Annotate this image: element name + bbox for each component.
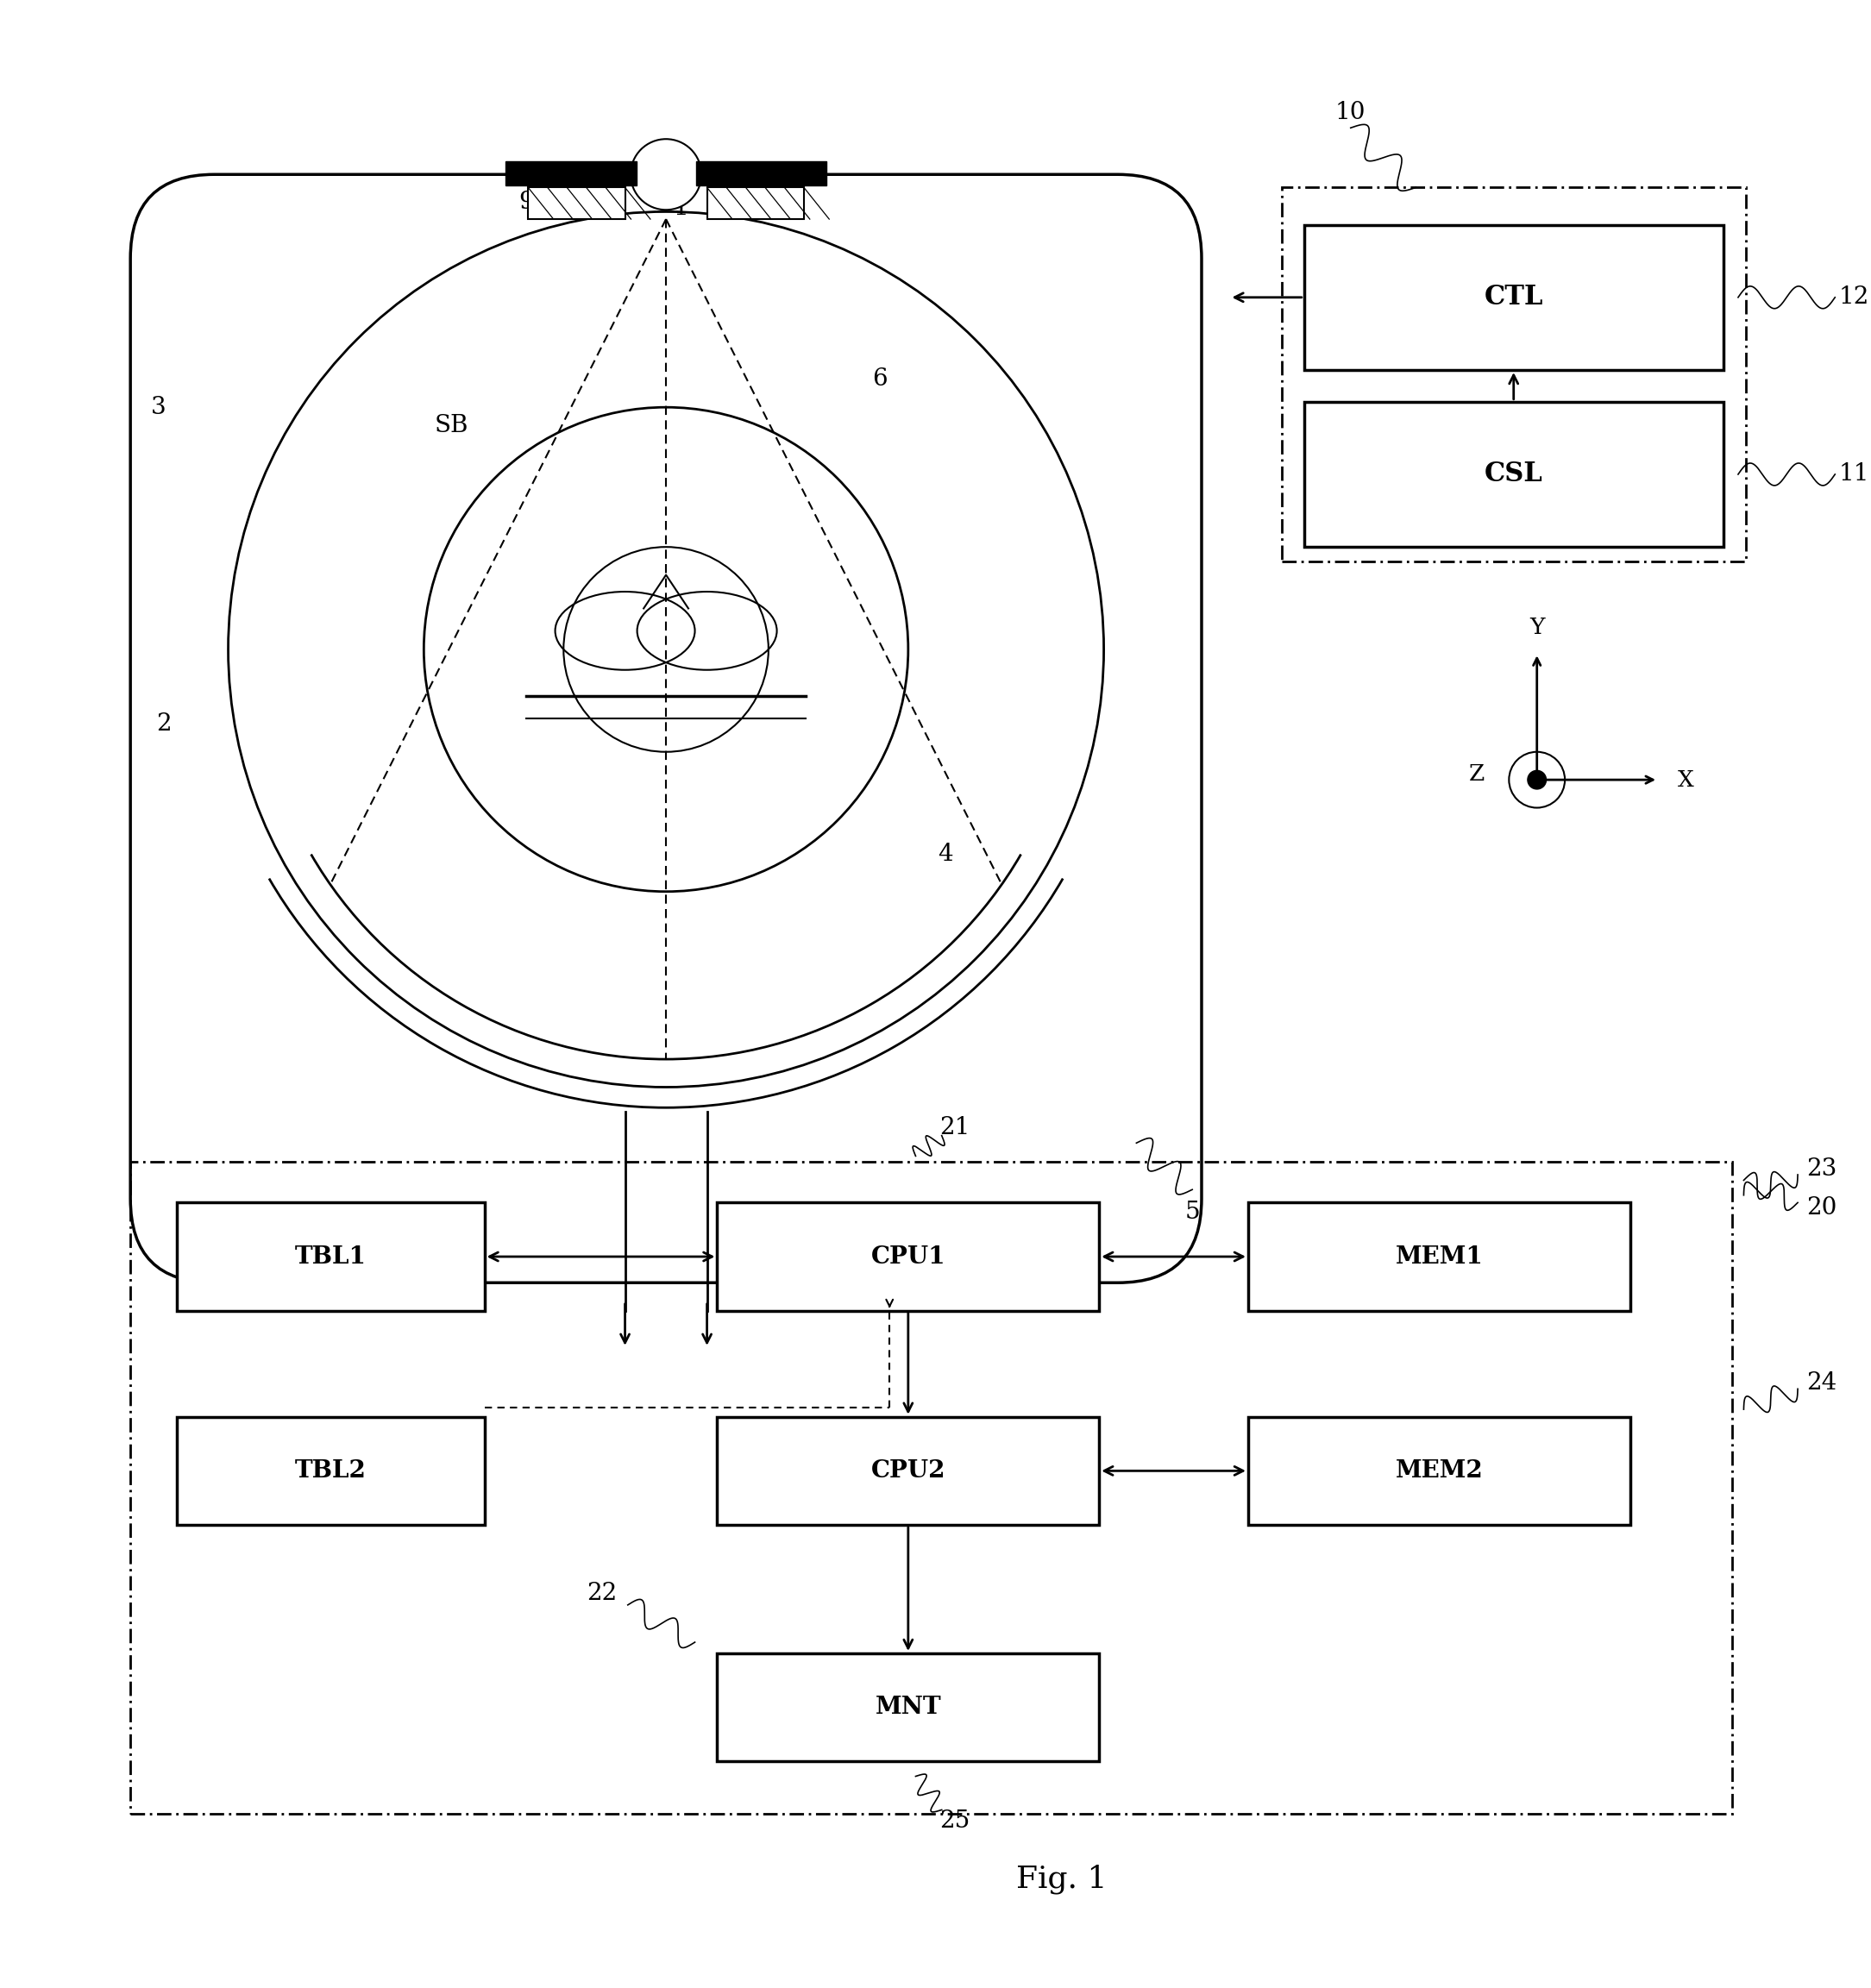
Text: 8: 8 bbox=[587, 191, 602, 215]
Bar bbox=[696, 161, 827, 185]
Text: CTL: CTL bbox=[1484, 284, 1544, 310]
FancyBboxPatch shape bbox=[131, 175, 1201, 1282]
Bar bbox=[1248, 1417, 1630, 1525]
Text: MEM1: MEM1 bbox=[1396, 1244, 1484, 1268]
Text: 20: 20 bbox=[1807, 1197, 1837, 1221]
Text: 10: 10 bbox=[1336, 101, 1366, 125]
Text: 11: 11 bbox=[1839, 463, 1869, 485]
Bar bbox=[717, 1654, 1098, 1761]
Text: CPU1: CPU1 bbox=[870, 1244, 945, 1268]
Bar bbox=[1282, 187, 1746, 563]
Text: 12: 12 bbox=[1839, 286, 1869, 308]
Text: SB: SB bbox=[434, 414, 470, 437]
Bar bbox=[131, 1161, 1733, 1813]
Text: 2: 2 bbox=[157, 712, 172, 736]
Bar bbox=[1248, 1203, 1630, 1310]
Text: MEM2: MEM2 bbox=[1396, 1459, 1484, 1483]
Bar bbox=[178, 1203, 485, 1310]
Text: MNT: MNT bbox=[876, 1696, 941, 1720]
Text: Fig. 1: Fig. 1 bbox=[1016, 1865, 1108, 1895]
Bar bbox=[717, 1203, 1098, 1310]
Bar bbox=[1304, 225, 1723, 370]
Text: Y: Y bbox=[1529, 616, 1544, 638]
Text: TBL1: TBL1 bbox=[296, 1244, 367, 1268]
Text: 1: 1 bbox=[674, 197, 689, 219]
Text: 7: 7 bbox=[775, 191, 790, 215]
Text: X: X bbox=[1678, 769, 1693, 791]
Text: 22: 22 bbox=[586, 1582, 617, 1606]
Bar bbox=[528, 187, 625, 219]
Text: 4: 4 bbox=[937, 843, 952, 867]
Bar bbox=[707, 187, 805, 219]
Text: 5: 5 bbox=[1184, 1201, 1199, 1223]
Text: CPU2: CPU2 bbox=[870, 1459, 945, 1483]
Text: 6: 6 bbox=[872, 368, 889, 392]
Text: Z: Z bbox=[1469, 763, 1486, 785]
Bar bbox=[178, 1417, 485, 1525]
Bar bbox=[717, 1417, 1098, 1525]
Circle shape bbox=[631, 139, 702, 211]
Text: 24: 24 bbox=[1807, 1372, 1837, 1396]
Text: TBL2: TBL2 bbox=[296, 1459, 367, 1483]
Circle shape bbox=[1527, 771, 1545, 789]
Text: 23: 23 bbox=[1807, 1157, 1837, 1181]
Text: 25: 25 bbox=[939, 1809, 969, 1833]
Text: CSL: CSL bbox=[1484, 461, 1544, 487]
Text: 21: 21 bbox=[939, 1117, 969, 1139]
Bar bbox=[1304, 402, 1723, 547]
Text: 3: 3 bbox=[152, 396, 167, 419]
Text: 9: 9 bbox=[518, 191, 533, 215]
Bar bbox=[505, 161, 636, 185]
